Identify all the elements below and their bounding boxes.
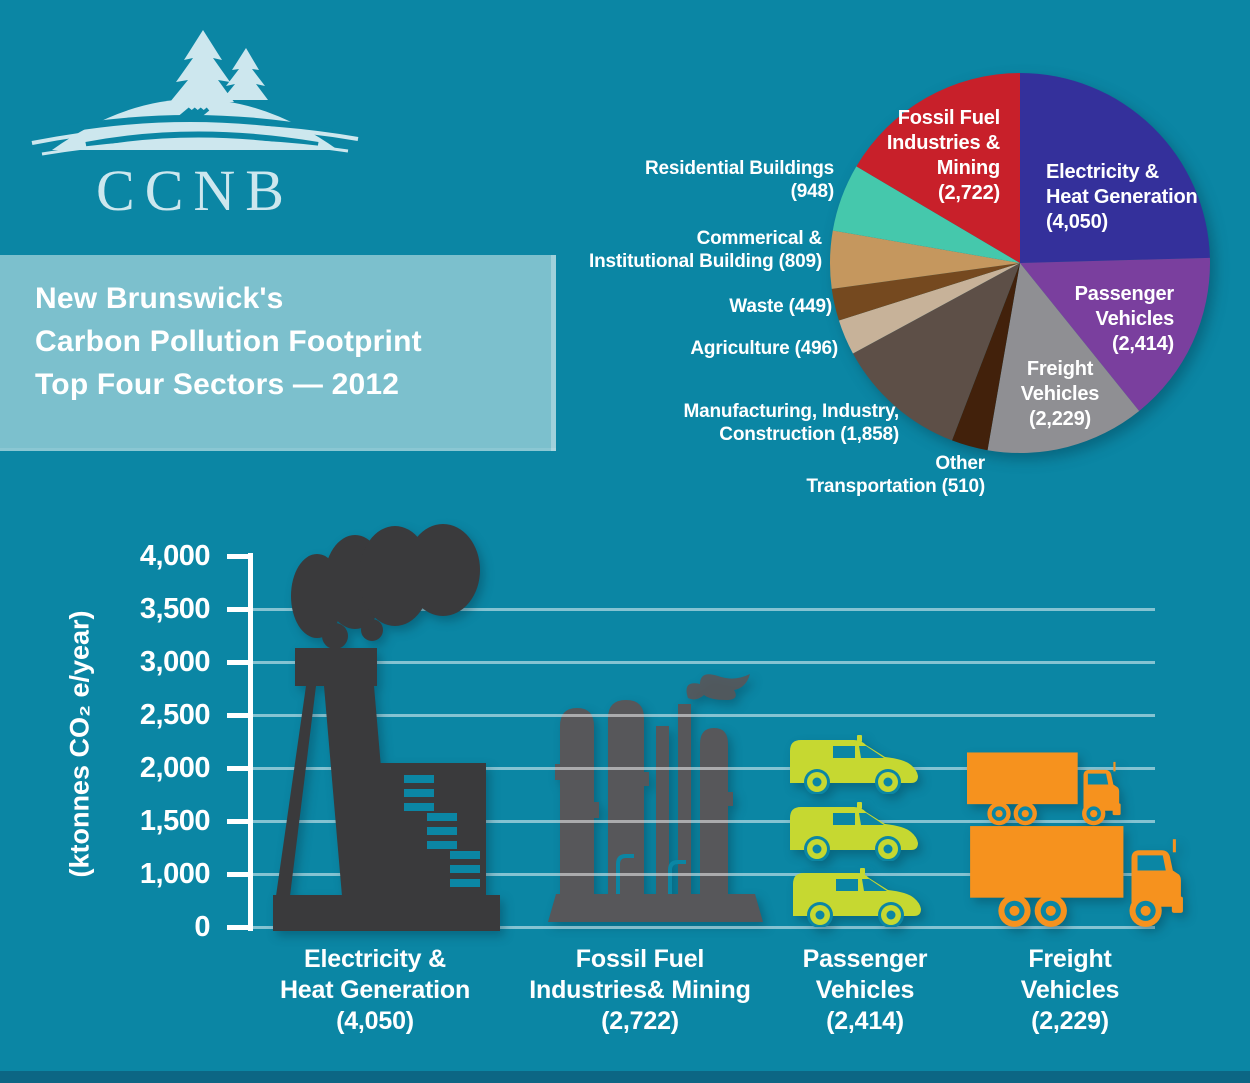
y-axis-tick xyxy=(227,925,250,930)
title-box: New Brunswick's Carbon Pollution Footpri… xyxy=(0,255,556,451)
pie-slice-electricity xyxy=(1020,73,1210,263)
pie-label-commercial: Commerical & Institutional Building (809… xyxy=(589,228,822,272)
bar-label-electricity: Electricity & Heat Generation (4,050) xyxy=(279,945,471,1035)
pie-label-agriculture: Agriculture (496) xyxy=(690,338,838,359)
ccnb-wordmark: CCNB xyxy=(96,158,294,223)
pie-label-residential: Residential Buildings (948) xyxy=(645,158,834,202)
pie-slice-commercial xyxy=(829,230,1020,289)
y-axis-label: 1,000 xyxy=(139,858,211,890)
ccnb-logo-icon xyxy=(31,30,359,156)
pie-slice-residential xyxy=(832,166,1020,263)
y-axis-tick xyxy=(227,872,250,877)
pie-slice-manufacturing xyxy=(852,263,1020,441)
pie-label-passenger: Passenger Vehicles (2,414) xyxy=(1074,283,1175,355)
y-axis-tick xyxy=(227,766,250,771)
pie-label-freight: Freight Vehicles (2,229) xyxy=(1020,358,1100,430)
gridline xyxy=(250,714,1155,717)
gridline xyxy=(250,767,1155,770)
pie-slice-other-transport xyxy=(951,263,1020,451)
pie-slice-agriculture xyxy=(838,263,1020,354)
gridline xyxy=(250,820,1155,823)
gridline xyxy=(250,661,1155,664)
bar-label-passenger: Passenger Vehicles (2,414) xyxy=(802,945,928,1035)
y-axis-tick xyxy=(227,819,250,824)
van-icon xyxy=(783,726,923,794)
y-axis-label: 1,500 xyxy=(139,805,211,837)
y-axis-label: 0 xyxy=(194,911,210,943)
van-icon xyxy=(783,793,923,861)
van-icon xyxy=(786,859,926,927)
y-axis-label: 3,500 xyxy=(139,593,211,625)
pie-chart xyxy=(829,73,1211,454)
pie-slice-waste xyxy=(831,263,1020,321)
y-axis-tick xyxy=(227,554,250,559)
pie-slice-freight xyxy=(987,263,1140,454)
ccnb-logo: CCNB xyxy=(30,12,360,220)
y-axis-label: 4,000 xyxy=(139,540,211,572)
y-axis-tick xyxy=(227,660,250,665)
gridline xyxy=(250,608,1155,611)
pie-slice-fossil xyxy=(856,73,1020,263)
page-title: New Brunswick's Carbon Pollution Footpri… xyxy=(35,282,422,401)
truck-icon xyxy=(958,751,1126,826)
pie-label-manufacturing: Manufacturing, Industry, Construction (1… xyxy=(683,401,900,445)
bar-label-fossil-fuel: Fossil Fuel Industries& Mining (2,722) xyxy=(529,945,751,1035)
refinery-icon xyxy=(548,674,763,922)
pie-label-electricity: Electricity & Heat Generation (4,050) xyxy=(1046,161,1198,233)
y-axis-label: 2,500 xyxy=(139,699,211,731)
pie-label-fossil-fuel: Fossil Fuel Industries & Mining (2,722) xyxy=(886,107,1000,204)
gridline xyxy=(250,926,1155,929)
y-axis-tick xyxy=(227,713,250,718)
y-axis-label: 2,000 xyxy=(139,752,211,784)
pie-label-other-transportation: Other Transportation (510) xyxy=(806,453,985,497)
factory-icon xyxy=(273,524,500,931)
footer-strip xyxy=(0,1071,1250,1083)
truck-icon xyxy=(958,824,1190,928)
pie-slice-passenger xyxy=(1020,257,1211,411)
y-axis-label: 3,000 xyxy=(139,646,211,678)
pie-label-waste: Waste (449) xyxy=(729,296,832,317)
y-axis-line xyxy=(248,553,253,931)
bar-label-freight: Freight Vehicles (2,229) xyxy=(1020,945,1120,1035)
y-axis-title: (ktonnes CO₂ e/year) xyxy=(64,610,95,878)
gridline xyxy=(250,873,1155,876)
y-axis-tick xyxy=(227,607,250,612)
